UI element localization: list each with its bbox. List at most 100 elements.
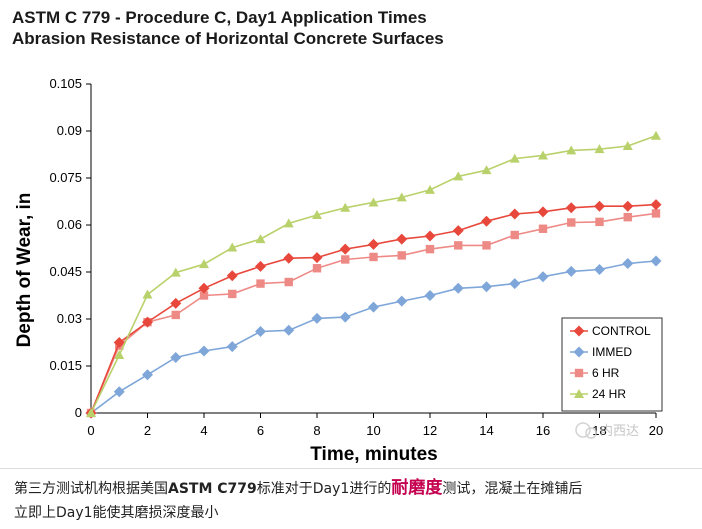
- data-point-control: [622, 200, 634, 212]
- legend-label-6-hr: 6 HR: [592, 366, 620, 380]
- legend-entry-control: CONTROL: [570, 324, 651, 338]
- data-point-24-hr: [86, 408, 96, 417]
- x-tick-label: 0: [87, 423, 94, 438]
- data-point-control: [452, 225, 464, 237]
- data-point-24-hr: [481, 165, 492, 175]
- data-point-immed: [339, 311, 351, 323]
- legend: CONTROL IMMED 6 HR 24 HR: [561, 317, 663, 412]
- data-point-immed: [537, 271, 549, 283]
- data-point-24-hr: [566, 145, 577, 155]
- y-tick-label: 0.045: [49, 264, 82, 279]
- data-point-immed: [622, 258, 634, 270]
- caption-line-1-mid: 标准对于Day1进行的: [256, 481, 392, 497]
- data-point-control: [339, 243, 351, 255]
- legend-entry-immed: IMMED: [570, 345, 632, 359]
- data-point-immed: [283, 324, 295, 336]
- data-point-control: [170, 297, 182, 309]
- data-point-24-hr: [396, 192, 407, 202]
- y-tick-label: 0.03: [57, 311, 82, 326]
- data-point-24-hr: [340, 202, 351, 212]
- data-point-24-hr: [142, 289, 153, 299]
- legend-marker-24-hr: [574, 389, 584, 398]
- data-point-immed: [565, 265, 577, 277]
- data-point-24-hr: [283, 218, 294, 228]
- series-6-hr: [86, 209, 661, 418]
- x-tick-label: 4: [200, 423, 207, 438]
- legend-label-24-hr: 24 HR: [592, 387, 626, 401]
- caption-line-1-prefix: 第三方测试机构根据美国: [14, 481, 168, 497]
- caption-standard: ASTM C779: [168, 481, 257, 497]
- y-tick-label: 0.06: [57, 217, 82, 232]
- y-tick-label: 0.015: [49, 358, 82, 373]
- data-point-immed: [481, 281, 492, 293]
- data-point-24-hr: [199, 259, 209, 269]
- data-point-6-hr: [397, 251, 406, 260]
- data-point-24-hr: [368, 197, 379, 207]
- data-point-6-hr: [510, 230, 519, 240]
- data-point-24-hr: [312, 209, 322, 219]
- data-point-6-hr: [228, 289, 237, 299]
- x-tick-label: 2: [144, 423, 151, 438]
- x-tick-label: 20: [649, 423, 663, 438]
- y-tick-label: 0.075: [49, 170, 82, 185]
- data-point-6-hr: [369, 252, 378, 262]
- series-control: [85, 199, 662, 419]
- data-point-6-hr: [341, 255, 350, 264]
- data-point-24-hr: [425, 184, 435, 194]
- data-point-6-hr: [651, 209, 661, 218]
- series-layer: [85, 130, 662, 419]
- data-point-immed: [255, 326, 266, 338]
- x-axis-title: Time, minutes: [310, 444, 437, 465]
- data-point-control: [283, 252, 295, 264]
- data-point-6-hr: [284, 277, 293, 287]
- data-point-24-hr: [453, 171, 464, 181]
- data-point-24-hr: [622, 141, 633, 151]
- x-tick-label: 16: [536, 423, 550, 438]
- y-tick-label: 0.09: [57, 123, 82, 138]
- x-tick-label: 8: [313, 423, 320, 438]
- data-point-control: [396, 233, 408, 245]
- data-point-control: [650, 199, 662, 211]
- data-point-control: [565, 202, 577, 214]
- data-point-immed: [142, 369, 153, 381]
- data-point-control: [368, 238, 379, 250]
- data-point-immed: [368, 301, 379, 313]
- data-point-control: [142, 316, 153, 328]
- data-point-6-hr: [199, 291, 209, 300]
- data-point-24-hr: [594, 144, 605, 154]
- data-point-immed: [226, 341, 238, 353]
- caption-line-1-suffix: 测试，混凝土在摊铺后: [442, 481, 583, 497]
- data-point-control: [198, 282, 210, 294]
- data-point-6-hr: [595, 217, 604, 227]
- data-point-control: [594, 200, 605, 212]
- data-point-6-hr: [425, 244, 435, 254]
- data-point-control: [113, 337, 125, 348]
- data-point-24-hr: [509, 153, 520, 163]
- x-tick-label: 12: [423, 423, 437, 438]
- series-24-hr: [86, 130, 661, 417]
- legend-marker-6-hr: [574, 368, 584, 378]
- data-point-immed: [509, 278, 521, 290]
- data-point-6-hr: [482, 241, 491, 250]
- data-point-6-hr: [567, 218, 576, 227]
- data-point-24-hr: [651, 130, 661, 140]
- x-tick-label: 14: [479, 423, 493, 438]
- data-point-24-hr: [255, 234, 266, 244]
- data-point-immed: [198, 345, 210, 357]
- x-tick-label: 10: [366, 423, 380, 438]
- data-point-24-hr: [538, 150, 548, 160]
- data-point-24-hr: [227, 242, 238, 252]
- watermark-chat-icon-small: [585, 427, 597, 439]
- data-point-immed: [311, 312, 323, 324]
- data-point-6-hr: [256, 279, 265, 288]
- x-tick-label: 6: [257, 423, 264, 438]
- legend-entry-24-hr: 24 HR: [570, 387, 626, 401]
- data-point-immed: [452, 282, 464, 294]
- data-point-immed: [113, 386, 125, 398]
- y-tick-label: 0: [75, 405, 82, 420]
- data-point-24-hr: [170, 267, 181, 277]
- caption: 第三方测试机构根据美国ASTM C779标准对于Day1进行的耐磨度测试，混凝土…: [14, 476, 694, 525]
- data-point-immed: [650, 255, 662, 267]
- caption-highlight: 耐磨度: [391, 478, 443, 498]
- legend-marker-immed: [573, 346, 585, 358]
